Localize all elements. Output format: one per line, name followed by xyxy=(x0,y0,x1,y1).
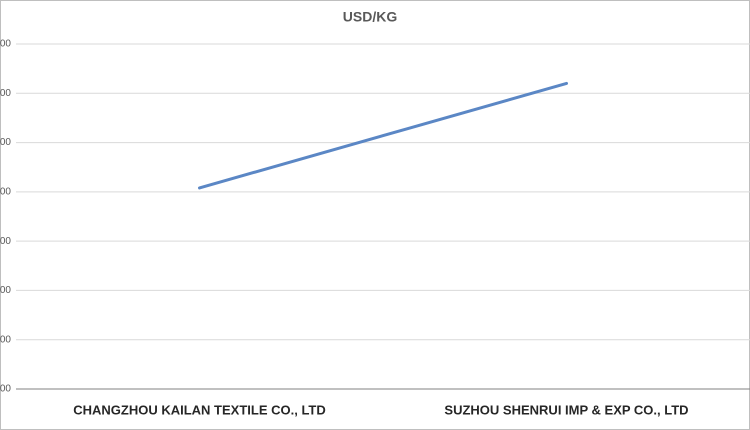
y-tick-label: 1.00 xyxy=(0,334,11,345)
y-tick-label: 6.00 xyxy=(0,88,11,99)
y-tick-label: 0.00 xyxy=(0,384,11,395)
x-tick-label: SUZHOU SHENRUI IMP & EXP CO., LTD xyxy=(444,402,688,417)
y-tick-label: 5.00 xyxy=(0,137,11,148)
x-tick-label: CHANGZHOU KAILAN TEXTILE CO., LTD xyxy=(73,402,326,417)
data-line xyxy=(198,81,568,190)
y-tick-label: 7.00 xyxy=(0,39,11,50)
y-tick-label: 4.00 xyxy=(0,186,11,197)
y-tick-label: 3.00 xyxy=(0,236,11,247)
chart-title: USD/KG xyxy=(343,9,398,25)
y-tick-label: 2.00 xyxy=(0,285,11,296)
